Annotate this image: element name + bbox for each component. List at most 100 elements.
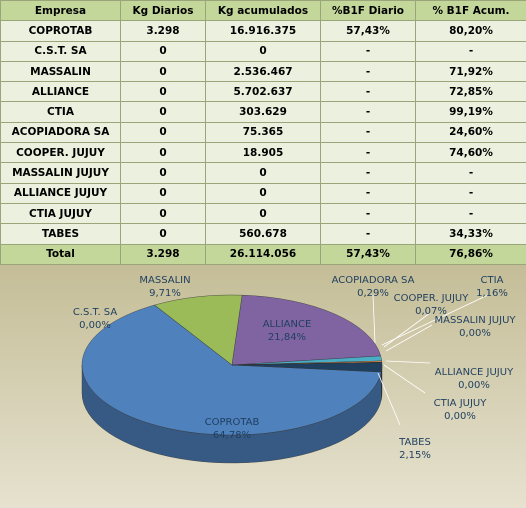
table-cell: 26.114.056 xyxy=(206,244,321,264)
table-cell: - xyxy=(416,183,526,203)
table-cell: MASSALIN JUJUY xyxy=(1,163,121,183)
table-cell: 0 xyxy=(121,203,206,223)
table-cell: CTIA xyxy=(1,102,121,122)
pie-chart: COPROTAB 64,78% C.S.T. SA 0,00% MASSALIN 9,71… xyxy=(0,265,526,508)
table-cell: 560.678 xyxy=(206,224,321,244)
table-cell: 0 xyxy=(121,224,206,244)
slice-value-label: 0,00% xyxy=(79,320,111,331)
slice-label: CTIA JUJUY xyxy=(434,398,488,409)
table-cell: % B1F Acum. xyxy=(416,1,526,21)
table-cell: - xyxy=(321,61,416,81)
slice-value-label: 2,15% xyxy=(399,450,431,461)
slice-label: MASSALIN xyxy=(139,275,190,286)
slice-label: MASSALIN JUJUY xyxy=(434,315,516,326)
slice-label: C.S.T. SA xyxy=(73,307,118,318)
slice-value-label: 0,00% xyxy=(444,411,476,422)
table-cell: 0 xyxy=(121,82,206,102)
table-cell: 0 xyxy=(121,61,206,81)
table-cell: MASSALIN xyxy=(1,61,121,81)
table-cell: - xyxy=(321,41,416,61)
table-cell: 24,60% xyxy=(416,122,526,142)
table-cell: 99,19% xyxy=(416,102,526,122)
table-cell: 2.536.467 xyxy=(206,61,321,81)
table-cell: Empresa xyxy=(1,1,121,21)
table-cell: - xyxy=(416,203,526,223)
table-cell: 57,43% xyxy=(321,244,416,264)
slice-value-label: 0,29% xyxy=(357,288,389,299)
table-cell: 3.298 xyxy=(121,21,206,41)
table-cell: ALLIANCE JUJUY xyxy=(1,183,121,203)
table-cell: Kg acumulados xyxy=(206,1,321,21)
table-cell: - xyxy=(321,203,416,223)
table-cell: 0 xyxy=(121,41,206,61)
table-cell: Kg Diarios xyxy=(121,1,206,21)
table-cell: 72,85% xyxy=(416,82,526,102)
table-cell: 16.916.375 xyxy=(206,21,321,41)
slice-label: ACOPIADORA SA xyxy=(332,275,415,286)
table-cell: - xyxy=(321,122,416,142)
table-cell: - xyxy=(416,163,526,183)
table-cell: - xyxy=(321,82,416,102)
table-cell: CTIA JUJUY xyxy=(1,203,121,223)
slice-label: COPROTAB xyxy=(205,417,260,428)
table-cell: ACOPIADORA SA xyxy=(1,122,121,142)
slice-label: ALLIANCE JUJUY xyxy=(435,367,514,378)
slice-label: CTIA xyxy=(481,275,504,286)
table-cell: - xyxy=(321,143,416,163)
slice-value-label: 21,84% xyxy=(268,332,306,343)
table-cell: ALLIANCE xyxy=(1,82,121,102)
table-cell: Total xyxy=(1,244,121,264)
table-cell: 18.905 xyxy=(206,143,321,163)
table-cell: 0 xyxy=(121,102,206,122)
table-cell: 75.365 xyxy=(206,122,321,142)
table-cell: - xyxy=(321,183,416,203)
table-cell: - xyxy=(321,102,416,122)
slice-value-label: 0,00% xyxy=(459,328,491,339)
table-cell: 0 xyxy=(206,163,321,183)
table-cell: 0 xyxy=(121,183,206,203)
slice-label: ALLIANCE xyxy=(263,319,312,330)
slice-value-label: 64,78% xyxy=(213,430,251,441)
table-cell: 0 xyxy=(206,183,321,203)
table-cell: 0 xyxy=(206,41,321,61)
table-cell: 0 xyxy=(206,203,321,223)
table-cell: 0 xyxy=(121,122,206,142)
table-cell: COPROTAB xyxy=(1,21,121,41)
slice-value-label: 9,71% xyxy=(149,288,181,299)
table-cell: - xyxy=(321,163,416,183)
slice-value-label: 0,00% xyxy=(458,380,490,391)
table-cell: 71,92% xyxy=(416,61,526,81)
table-cell: 57,43% xyxy=(321,21,416,41)
table-cell: 5.702.637 xyxy=(206,82,321,102)
table-cell: C.S.T. SA xyxy=(1,41,121,61)
table-cell: COOPER. JUJUY xyxy=(1,143,121,163)
table-cell: TABES xyxy=(1,224,121,244)
table-cell: 3.298 xyxy=(121,244,206,264)
table-cell: 0 xyxy=(121,143,206,163)
slice-label: TABES xyxy=(398,437,431,448)
slice-label: COOPER. JUJUY xyxy=(394,293,470,304)
table-cell: - xyxy=(416,41,526,61)
table-cell: 34,33% xyxy=(416,224,526,244)
table-cell: %B1F Diario xyxy=(321,1,416,21)
table-cell: 80,20% xyxy=(416,21,526,41)
slice-value-label: 1,16% xyxy=(476,288,508,299)
table-cell: 0 xyxy=(121,163,206,183)
table-cell: 74,60% xyxy=(416,143,526,163)
table-cell: 76,86% xyxy=(416,244,526,264)
table-cell: 303.629 xyxy=(206,102,321,122)
